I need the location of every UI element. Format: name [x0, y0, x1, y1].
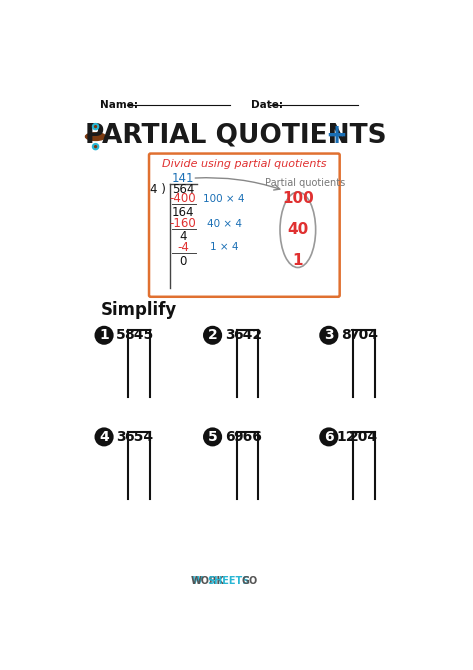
- Text: W: W: [192, 576, 202, 586]
- Text: 654: 654: [124, 430, 154, 444]
- Text: 40: 40: [287, 222, 308, 237]
- Text: 4: 4: [99, 430, 109, 444]
- Text: 6: 6: [324, 430, 333, 444]
- Text: 1: 1: [99, 328, 109, 342]
- Text: -400: -400: [170, 192, 196, 206]
- Text: 1 × 4: 1 × 4: [210, 243, 238, 253]
- Text: +: +: [325, 123, 348, 149]
- Text: 0: 0: [179, 255, 187, 268]
- Text: 40 × 4: 40 × 4: [207, 218, 242, 228]
- Text: PARTIAL QUOTIENTS: PARTIAL QUOTIENTS: [85, 123, 386, 149]
- Text: WORK: WORK: [191, 576, 225, 586]
- Text: 2: 2: [208, 328, 218, 342]
- Text: 141: 141: [172, 172, 194, 185]
- Text: Name:: Name:: [100, 100, 138, 110]
- Text: 966: 966: [233, 430, 262, 444]
- Text: 1: 1: [293, 253, 303, 268]
- Text: -4: -4: [177, 241, 189, 254]
- Text: 4 ): 4 ): [150, 183, 166, 196]
- Ellipse shape: [93, 124, 98, 129]
- Text: Divide using partial quotients: Divide using partial quotients: [162, 159, 326, 170]
- Circle shape: [96, 428, 113, 446]
- Text: 100: 100: [282, 192, 314, 206]
- Text: 5: 5: [116, 328, 126, 342]
- Text: 12: 12: [336, 430, 356, 444]
- Text: GO: GO: [242, 576, 258, 586]
- FancyBboxPatch shape: [149, 153, 340, 297]
- Text: 3: 3: [324, 328, 333, 342]
- Text: 4: 4: [179, 230, 187, 243]
- Circle shape: [204, 428, 221, 446]
- Text: 3: 3: [225, 328, 235, 342]
- Text: 704: 704: [349, 328, 378, 342]
- Circle shape: [96, 327, 113, 344]
- Text: 164: 164: [172, 206, 194, 219]
- Text: 100 × 4: 100 × 4: [203, 194, 245, 204]
- Ellipse shape: [280, 192, 315, 267]
- Text: 6: 6: [225, 430, 235, 444]
- Text: Date:: Date:: [251, 100, 283, 110]
- Text: 564: 564: [172, 183, 194, 196]
- Text: 3: 3: [116, 430, 126, 444]
- Ellipse shape: [86, 133, 105, 141]
- Text: 204: 204: [349, 430, 378, 444]
- Ellipse shape: [93, 144, 98, 149]
- Text: -160: -160: [170, 217, 196, 230]
- Circle shape: [320, 428, 337, 446]
- Text: SHEETS: SHEETS: [207, 576, 249, 586]
- Text: Simplify: Simplify: [101, 301, 177, 319]
- Text: 5: 5: [208, 430, 218, 444]
- Circle shape: [320, 327, 337, 344]
- Text: Partial quotients: Partial quotients: [265, 178, 346, 188]
- Text: 8: 8: [341, 328, 351, 342]
- Text: 642: 642: [233, 328, 262, 342]
- Circle shape: [204, 327, 221, 344]
- Text: 845: 845: [124, 328, 154, 342]
